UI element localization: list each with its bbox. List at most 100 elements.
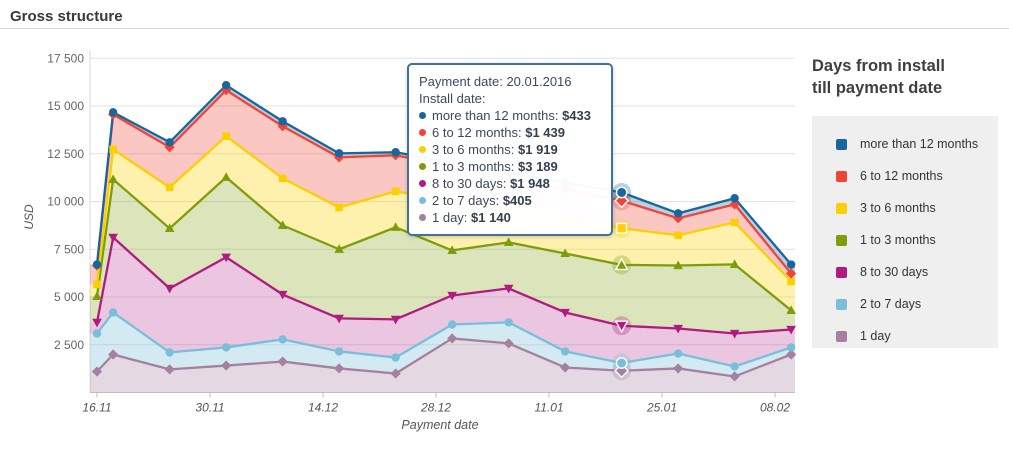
data-point[interactable] (164, 284, 175, 294)
data-point[interactable] (165, 348, 174, 357)
data-point[interactable] (334, 244, 344, 253)
data-point[interactable] (334, 314, 344, 324)
series-area-1-to-3-months (90, 177, 795, 334)
data-point[interactable] (108, 174, 118, 183)
data-point[interactable] (673, 260, 683, 270)
data-point[interactable] (786, 325, 796, 335)
data-point[interactable] (108, 308, 118, 317)
data-point[interactable] (335, 203, 343, 212)
series-line-8-to-30-days[interactable] (95, 236, 792, 335)
data-point[interactable] (165, 138, 174, 147)
x-tick-label: 11.01 (534, 401, 563, 415)
legend-item-6-to-12-months[interactable]: 6 to 12 months (836, 160, 998, 192)
data-point[interactable] (786, 305, 796, 314)
data-point[interactable] (109, 145, 117, 154)
page-title: Gross structure (10, 8, 123, 25)
data-point[interactable] (730, 362, 739, 371)
legend-item-1-to-3-months[interactable]: 1 to 3 months (836, 224, 998, 256)
data-point[interactable] (334, 149, 344, 158)
data-point[interactable] (786, 349, 797, 360)
data-point[interactable] (674, 231, 682, 240)
data-point[interactable] (390, 315, 401, 325)
data-point[interactable] (334, 347, 344, 356)
series-line-1-to-3-months[interactable] (95, 176, 792, 312)
data-point[interactable] (503, 237, 514, 246)
data-point[interactable] (165, 183, 174, 192)
data-point[interactable] (673, 349, 683, 358)
data-point[interactable] (277, 356, 288, 367)
data-point[interactable] (615, 357, 628, 369)
data-point[interactable] (560, 347, 570, 356)
tooltip-row-label: 1 day: (432, 210, 472, 225)
legend-item-3-to-6-months[interactable]: 3 to 6 months (836, 192, 998, 224)
data-point[interactable] (390, 368, 401, 379)
data-point[interactable] (221, 343, 231, 352)
data-point[interactable] (391, 148, 400, 157)
data-point[interactable] (277, 290, 288, 300)
data-point[interactable] (92, 260, 102, 269)
data-point[interactable] (277, 220, 288, 229)
series-line-1-day[interactable] (96, 337, 792, 378)
data-point[interactable] (108, 108, 118, 117)
data-point[interactable] (614, 193, 630, 209)
data-point[interactable] (560, 308, 570, 318)
data-point[interactable] (390, 222, 401, 231)
data-point[interactable] (278, 174, 287, 183)
data-point[interactable] (560, 362, 571, 373)
data-point[interactable] (614, 320, 629, 334)
tooltip-row-value: $405 (502, 193, 532, 208)
data-point[interactable] (786, 343, 796, 352)
data-point[interactable] (334, 363, 345, 374)
data-point[interactable] (504, 318, 513, 327)
data-point[interactable] (278, 335, 287, 344)
data-point[interactable] (108, 233, 118, 243)
data-point[interactable] (786, 260, 796, 269)
data-point[interactable] (222, 132, 230, 140)
data-point[interactable] (730, 218, 739, 227)
data-point[interactable] (729, 259, 740, 268)
chart-legend: more than 12 months 6 to 12 months 3 to 6 … (812, 116, 998, 348)
data-point[interactable] (93, 280, 101, 289)
data-point[interactable] (92, 329, 102, 338)
y-tick-label: 7 500 (54, 242, 84, 256)
data-point[interactable] (503, 338, 514, 349)
data-point[interactable] (92, 291, 102, 301)
data-point[interactable] (503, 284, 514, 294)
data-point[interactable] (92, 318, 102, 328)
data-point[interactable] (447, 291, 457, 301)
title-divider (0, 28, 1009, 29)
legend-swatch-icon (836, 202, 847, 214)
data-point[interactable] (91, 366, 103, 377)
data-point[interactable] (164, 223, 175, 233)
data-point[interactable] (221, 253, 231, 263)
x-tick-label: 16.11 (82, 401, 111, 415)
data-point[interactable] (278, 117, 287, 126)
legend-item-more-than-12-months[interactable]: more than 12 months (836, 128, 998, 160)
data-point[interactable] (447, 245, 457, 254)
data-point[interactable] (615, 186, 628, 199)
legend-swatch-icon (836, 298, 847, 310)
legend-item-label: 1 day (860, 329, 891, 343)
data-point[interactable] (614, 257, 629, 271)
legend-item-2-to-7-days[interactable]: 2 to 7 days (836, 288, 998, 320)
data-point[interactable] (787, 277, 795, 286)
tooltip-title: Payment date: 20.01.2016 (419, 74, 572, 89)
data-point[interactable] (673, 209, 683, 218)
data-point[interactable] (391, 353, 400, 362)
data-point[interactable] (673, 324, 683, 334)
data-point[interactable] (221, 80, 231, 90)
data-point[interactable] (729, 329, 740, 339)
data-point[interactable] (730, 194, 739, 203)
data-point[interactable] (391, 187, 400, 196)
series-line-2-to-7-days[interactable] (96, 311, 792, 368)
x-tick-label: 08.02 (760, 401, 790, 415)
data-point[interactable] (221, 172, 231, 181)
data-point[interactable] (616, 222, 628, 234)
series-bullet-icon (419, 146, 426, 153)
data-point[interactable] (673, 363, 684, 374)
legend-item-1-day[interactable]: 1 day (836, 320, 998, 352)
data-point[interactable] (560, 248, 570, 258)
data-point[interactable] (447, 320, 457, 329)
data-point[interactable] (447, 333, 458, 344)
legend-item-8-to-30-days[interactable]: 8 to 30 days (836, 256, 998, 288)
